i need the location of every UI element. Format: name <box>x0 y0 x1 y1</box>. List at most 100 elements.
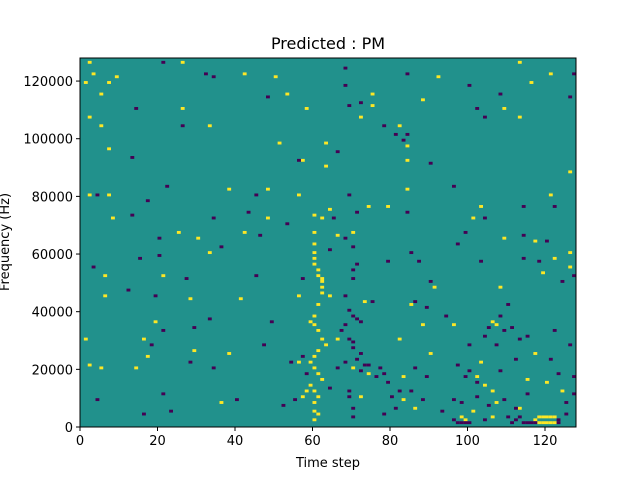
heatmap-cell-high <box>370 104 375 108</box>
heatmap-cell-low <box>424 305 429 309</box>
heatmap-cell-high <box>304 107 309 110</box>
heatmap-cell-low <box>293 398 297 402</box>
heatmap-cell-low <box>521 421 526 425</box>
heatmap-cell-high <box>471 216 476 220</box>
heatmap-cell-low <box>483 334 487 338</box>
heatmap-cell-low <box>351 340 356 344</box>
heatmap-cell-low <box>138 256 142 260</box>
heatmap-cell-low <box>351 314 356 318</box>
heatmap-cell-high <box>525 377 530 381</box>
heatmap-cell-low <box>374 375 379 378</box>
heatmap-cell-low <box>556 418 561 422</box>
heatmap-cell-high <box>498 285 503 289</box>
heatmap-cell-low <box>355 210 359 214</box>
heatmap-cell-low <box>463 421 468 425</box>
heatmap-cell-low <box>483 216 487 220</box>
heatmap-cell-high <box>428 352 433 355</box>
y-tick-label: 20000 <box>32 363 73 378</box>
heatmap-cell-high <box>99 92 104 96</box>
heatmap-cell-high <box>266 216 270 220</box>
heatmap-cell-high <box>541 421 545 425</box>
heatmap-cell-high <box>161 274 166 278</box>
heatmap-cell-low <box>211 75 216 79</box>
heatmap-cell-high <box>320 279 325 283</box>
heatmap-cell-high <box>541 271 545 275</box>
heatmap-cell-high <box>316 268 321 272</box>
y-tick-label: 100000 <box>23 133 73 148</box>
heatmap-cell-high <box>316 395 321 399</box>
heatmap-cell-low <box>347 193 352 197</box>
heatmap-cell-high <box>421 98 425 102</box>
heatmap-cell-low <box>351 245 356 249</box>
heatmap-cell-low <box>153 294 158 298</box>
heatmap-cell-high <box>545 421 549 425</box>
heatmap-cell-low <box>258 233 263 237</box>
heatmap-cell-low <box>459 421 464 425</box>
heatmap-cell-high <box>153 320 158 324</box>
heatmap-cell-low <box>556 421 561 425</box>
x-tick-label: 80 <box>382 434 399 449</box>
heatmap-cell-low <box>266 95 270 99</box>
heatmap-cell-high <box>320 337 325 341</box>
heatmap-cell-high <box>517 60 522 64</box>
heatmap-cell-low <box>281 403 286 407</box>
heatmap-cell-low <box>254 193 259 197</box>
x-tick-label: 0 <box>76 434 84 449</box>
heatmap-cell-high <box>502 107 507 110</box>
heatmap-cell-high <box>87 363 92 367</box>
y-axis: 0 20000 40000 60000 80000 100000 120000 <box>23 75 80 436</box>
heatmap-cell-high <box>548 193 553 197</box>
heatmap-cell-low <box>405 132 410 136</box>
heatmap-cell-low <box>207 317 212 321</box>
heatmap-cell-high <box>560 389 565 393</box>
heatmap-cell-high <box>312 213 317 217</box>
heatmap-cell-high <box>483 383 487 387</box>
heatmap-cell-low <box>331 216 336 220</box>
heatmap-cell-low <box>428 161 433 165</box>
heatmap-cell-high <box>227 352 232 355</box>
heatmap-cell-low <box>506 303 511 306</box>
heatmap-cell-low <box>510 326 514 329</box>
heatmap-cell-low <box>467 343 472 347</box>
heatmap-cell-low <box>498 314 503 318</box>
heatmap-cell-high <box>320 291 325 295</box>
heatmap-cell-low <box>300 354 305 358</box>
heatmap-cell-low <box>514 357 518 361</box>
heatmap-cell-low <box>401 138 406 142</box>
heatmap-cell-low <box>405 210 410 214</box>
heatmap-cell-low <box>467 369 472 373</box>
heatmap-cell-high <box>219 401 224 404</box>
heatmap-cell-high <box>568 251 573 255</box>
heatmap-cell-low <box>572 72 576 76</box>
heatmap-cell-high <box>107 81 111 84</box>
heatmap-cell-low <box>343 66 348 70</box>
heatmap-cell-low <box>169 409 173 413</box>
heatmap-cell-low <box>285 222 290 226</box>
heatmap-cell-high <box>459 415 464 419</box>
heatmap-cell-low <box>525 334 530 338</box>
heatmap-cell-high <box>475 375 480 378</box>
heatmap-cell-high <box>421 323 425 327</box>
heatmap-cell-low <box>455 242 460 246</box>
heatmap-cell-low <box>483 115 487 119</box>
heatmap-cell-low <box>521 256 526 260</box>
heatmap-cell-high <box>490 389 495 393</box>
y-tick-label: 0 <box>65 421 73 436</box>
heatmap-cell-low <box>347 104 352 108</box>
heatmap-cell-low <box>382 124 387 128</box>
heatmap-cell-low <box>211 366 216 370</box>
heatmap-cell-high <box>533 352 538 355</box>
heatmap-cell-high <box>87 115 92 119</box>
heatmap-cell-high <box>297 294 301 298</box>
heatmap-cell-low <box>405 72 410 76</box>
heatmap-cell-high <box>83 337 88 341</box>
heatmap-cell-low <box>552 205 557 208</box>
heatmap-cell-high <box>397 124 402 128</box>
heatmap-cell-high <box>362 300 367 304</box>
heatmap-cell-high <box>99 124 104 128</box>
x-tick-label: 20 <box>149 434 166 449</box>
heatmap-cell-high <box>316 274 321 278</box>
heatmap-cell-high <box>300 395 305 399</box>
heatmap-cell-low <box>134 107 139 110</box>
